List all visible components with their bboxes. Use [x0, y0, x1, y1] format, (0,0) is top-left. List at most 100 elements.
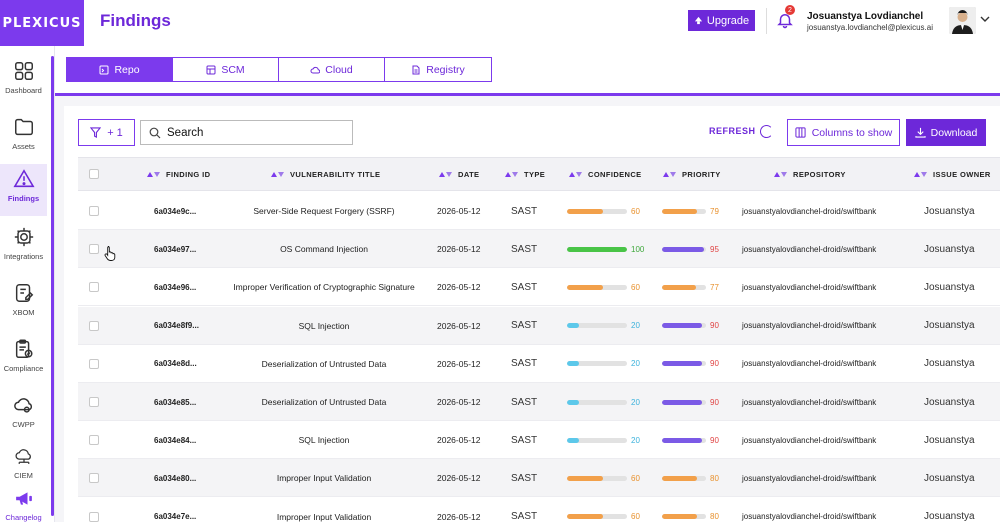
repository-link[interactable]: josuanstyalovdianchel-droid/swiftbank [742, 435, 877, 445]
repository-link[interactable]: josuanstyalovdianchel-droid/swiftbank [742, 282, 877, 292]
priority-value: 79 [710, 206, 719, 216]
confidence-value: 60 [631, 512, 640, 522]
finding-id[interactable]: 6a034e97... [154, 244, 197, 254]
tab-scm[interactable]: SCM [173, 58, 279, 81]
table-row[interactable]: 6a034e80... Improper Input Validation 2026… [78, 459, 1000, 498]
column-date[interactable]: DATE [439, 158, 479, 190]
repository-link[interactable]: josuanstyalovdianchel-droid/swiftbank [742, 321, 877, 331]
row-checkbox[interactable] [89, 358, 99, 369]
vulnerability-title[interactable]: OS Command Injection [280, 244, 368, 255]
confidence-bar [567, 208, 627, 214]
finding-id[interactable]: 6a034e8d... [154, 359, 197, 369]
finding-id[interactable]: 6a034e85... [154, 397, 197, 407]
sort-icon [774, 171, 787, 177]
confidence-bar [567, 323, 627, 329]
sidebar-item-ciem[interactable]: CIEM [0, 444, 47, 480]
sidebar-item-label: CIEM [14, 471, 33, 480]
search-field[interactable] [140, 120, 353, 145]
confidence-bar-fill [567, 475, 603, 481]
column-finding-id[interactable]: FINDING ID [147, 158, 210, 190]
sidebar-item-findings[interactable]: Findings [0, 164, 47, 216]
confidence-meter: 20 [567, 383, 640, 421]
vulnerability-title[interactable]: SQL Injection [298, 320, 350, 331]
sidebar-item-label: Compliance [3, 364, 44, 373]
row-checkbox[interactable] [89, 282, 99, 293]
row-checkbox[interactable] [89, 397, 99, 407]
priority-bar-fill [662, 437, 702, 443]
vulnerability-title[interactable]: Server-Side Request Forgery (SSRF) [253, 206, 395, 216]
row-checkbox[interactable] [89, 511, 99, 522]
column-priority[interactable]: PRIORITY [663, 158, 721, 190]
repository-link[interactable]: josuanstyalovdianchel-droid/swiftbank [742, 397, 877, 407]
sidebar-item-dashboard[interactable]: Dashboard [0, 56, 47, 108]
refresh-button[interactable]: REFRESH [709, 126, 756, 136]
priority-bar-fill [662, 475, 698, 481]
vulnerability-title[interactable]: Improper Verification of Cryptographic S… [233, 282, 415, 293]
tab-registry[interactable]: Registry [385, 58, 491, 81]
sidebar-item-assets[interactable]: Assets [0, 112, 47, 164]
filter-button[interactable]: + 1 [78, 119, 135, 146]
avatar[interactable] [949, 7, 976, 34]
priority-bar [662, 475, 706, 481]
table-row[interactable]: 6a034e8d... Deserialization of Untrusted … [78, 345, 1000, 383]
column-type[interactable]: TYPE [505, 158, 545, 190]
search-input[interactable] [167, 126, 337, 139]
repository-link[interactable]: josuanstyalovdianchel-droid/swiftbank [742, 359, 877, 369]
tab-cloud[interactable]: Cloud [279, 58, 385, 81]
finding-id[interactable]: 6a034e80... [154, 473, 197, 483]
finding-id[interactable]: 6a034e9c... [154, 206, 197, 216]
sidebar-item-cwpp[interactable]: CWPP [0, 390, 47, 442]
vulnerability-title[interactable]: Improper Input Validation [276, 473, 372, 484]
column-label: FINDING ID [166, 169, 211, 179]
repository-link[interactable]: josuanstyalovdianchel-droid/swiftbank [742, 244, 877, 254]
column-confidence[interactable]: CONFIDENCE [569, 158, 642, 190]
column-vulnerability-title[interactable]: VULNERABILITY TITLE [271, 158, 380, 190]
app-logo[interactable]: PLEXICUS [0, 0, 84, 46]
sidebar-scrollbar[interactable] [51, 56, 54, 516]
tab-repo[interactable]: Repo [67, 58, 173, 81]
table-row[interactable]: 6a034e7e... Improper Input Validation 2026… [78, 498, 1000, 522]
vulnerability-title[interactable]: Deserialization of Untrusted Data [261, 358, 387, 369]
vulnerability-title[interactable]: Improper Input Validation [276, 511, 372, 522]
table-row[interactable]: 6a034e85... Deserialization of Untrusted … [78, 383, 1000, 421]
column-issue-owner[interactable]: ISSUE OWNER [914, 158, 991, 190]
vulnerability-title[interactable]: Deserialization of Untrusted Data [261, 397, 387, 407]
upgrade-button[interactable]: Upgrade [688, 10, 755, 31]
columns-to-show-button[interactable]: Columns to show [787, 119, 900, 146]
row-checkbox[interactable] [89, 320, 99, 331]
table-row[interactable]: 6a034e8f9... SQL Injection 2026-05-12 SAST 2… [78, 306, 1000, 345]
finding-id[interactable]: 6a034e96... [154, 282, 197, 292]
finding-id[interactable]: 6a034e7e... [154, 512, 197, 522]
confidence-meter: 60 [567, 192, 640, 230]
bell-icon[interactable] [776, 11, 794, 29]
user-avatar-icon [949, 7, 976, 34]
chevron-down-icon[interactable] [980, 15, 990, 23]
table-row[interactable]: 6a034e96... Improper Verification of Cryp… [78, 268, 1000, 307]
table-row[interactable]: 6a034e9c... Server-Side Request Forgery (… [78, 192, 1000, 230]
finding-date: 2026-05-12 [437, 358, 481, 369]
vulnerability-title[interactable]: SQL Injection [298, 435, 350, 446]
table-row[interactable]: 6a034e97... OS Command Injection 2026-05-1… [78, 230, 1000, 269]
sidebar-item-integrations[interactable]: Integrations [0, 222, 47, 274]
confidence-meter: 100 [567, 230, 644, 268]
row-checkbox[interactable] [89, 473, 99, 484]
row-checkbox[interactable] [89, 206, 99, 216]
issue-owner: Josuanstya [924, 281, 975, 293]
download-button[interactable]: Download [906, 119, 986, 146]
table-row[interactable]: 6a034e84... SQL Injection 2026-05-12 SAST 20… [78, 421, 1000, 460]
repository-link[interactable]: josuanstyalovdianchel-droid/swiftbank [742, 512, 877, 522]
sidebar-item-xbom[interactable]: XBOM [0, 278, 47, 330]
row-checkbox[interactable] [89, 244, 99, 255]
user-name[interactable]: Josuanstya Lovdianchel [807, 11, 924, 22]
sidebar-item-label: CWPP [12, 420, 35, 429]
select-all-checkbox[interactable] [89, 169, 99, 179]
repository-link[interactable]: josuanstyalovdianchel-droid/swiftbank [742, 473, 877, 483]
finding-id[interactable]: 6a034e8f9... [154, 321, 199, 331]
column-repository[interactable]: REPOSITORY [774, 158, 846, 190]
sidebar-item-changelog[interactable]: Changelog [0, 484, 47, 522]
finding-id[interactable]: 6a034e84... [154, 435, 197, 445]
row-checkbox[interactable] [89, 435, 99, 446]
repository-link[interactable]: josuanstyalovdianchel-droid/swiftbank [742, 206, 877, 216]
finding-type: SAST [511, 320, 538, 332]
sidebar-item-compliance[interactable]: Compliance [0, 334, 47, 386]
